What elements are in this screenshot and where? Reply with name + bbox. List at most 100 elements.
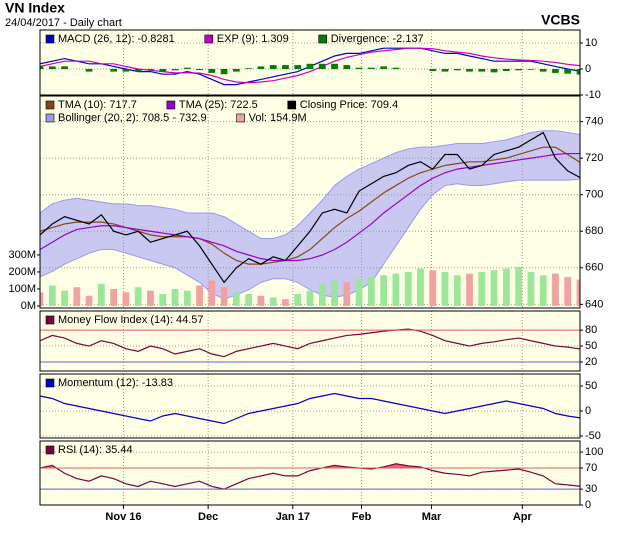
bar xyxy=(134,69,142,72)
bar xyxy=(40,292,44,306)
bar xyxy=(441,271,449,306)
panel-border xyxy=(39,373,581,439)
legend-swatch xyxy=(166,100,176,110)
panel-border xyxy=(39,310,581,372)
bar xyxy=(220,287,228,306)
bar xyxy=(85,295,93,306)
bar xyxy=(466,69,473,72)
panel-border xyxy=(39,95,581,309)
y2-tick-label: 0M xyxy=(21,300,36,312)
bollinger-lower xyxy=(40,178,580,300)
bar xyxy=(183,290,191,306)
plot-area xyxy=(40,374,580,438)
legend-label: TMA (10): 717.7 xyxy=(58,99,137,111)
bar xyxy=(159,69,167,72)
chart-title: VN Index xyxy=(5,0,65,16)
legend-swatch xyxy=(204,34,214,44)
bar xyxy=(539,275,547,306)
bar xyxy=(380,66,388,69)
bar xyxy=(367,67,375,69)
y-tick-label: 740 xyxy=(585,115,603,127)
chart-subtitle: 24/04/2017 - Daily chart xyxy=(5,17,122,29)
bar xyxy=(343,282,351,306)
bar xyxy=(196,285,203,306)
bar xyxy=(564,69,572,74)
y-tick-label: 680 xyxy=(585,225,603,237)
series-line xyxy=(40,328,580,358)
bar xyxy=(171,69,179,71)
series-line xyxy=(40,152,580,262)
legend-label: Momentum (12): -13.83 xyxy=(58,377,173,389)
legend-swatch xyxy=(45,113,55,123)
brand: VCBS xyxy=(541,12,580,28)
legend-swatch xyxy=(287,100,297,110)
plot-area xyxy=(40,96,580,308)
bar xyxy=(85,69,93,72)
bar xyxy=(110,69,118,72)
bar xyxy=(539,69,547,72)
bar xyxy=(367,277,375,306)
y-tick-label: -10 xyxy=(585,89,601,101)
bar xyxy=(552,273,559,306)
y-tick-label: -50 xyxy=(585,430,601,442)
x-tick-label: Nov 16 xyxy=(105,511,141,523)
x-tick-label: Mar xyxy=(422,511,442,523)
bar xyxy=(417,268,424,306)
bar xyxy=(453,275,461,306)
bar xyxy=(269,297,277,306)
bar xyxy=(576,69,580,75)
y-tick-label: 80 xyxy=(585,324,597,336)
bar xyxy=(232,292,240,306)
bar xyxy=(147,69,154,71)
y-tick-label: 70 xyxy=(585,462,597,474)
bar xyxy=(527,69,535,70)
plot-area xyxy=(40,30,580,95)
bar xyxy=(576,279,580,306)
bar xyxy=(245,68,253,69)
bar xyxy=(245,294,253,306)
bar xyxy=(183,67,191,69)
bar xyxy=(404,271,412,306)
bar xyxy=(257,66,265,69)
bar xyxy=(331,280,338,306)
panel-border xyxy=(39,440,581,506)
y-tick-label: 20 xyxy=(585,356,597,368)
bar xyxy=(232,69,240,72)
bar xyxy=(257,295,265,306)
legend-swatch xyxy=(45,445,55,455)
y-tick-label: 660 xyxy=(585,262,603,274)
bar xyxy=(61,290,68,306)
bar xyxy=(331,63,338,69)
bar xyxy=(294,294,302,306)
y-tick-label: 0 xyxy=(585,63,591,75)
series-line xyxy=(40,392,580,425)
legend-label: TMA (25): 722.5 xyxy=(179,99,258,111)
bar xyxy=(564,277,572,306)
bar xyxy=(147,290,154,306)
bar xyxy=(122,292,130,306)
bar xyxy=(355,278,363,306)
legend-label: EXP (9): 1.309 xyxy=(217,33,289,45)
series-line xyxy=(40,47,580,84)
x-tick-label: Feb xyxy=(352,511,372,523)
bar xyxy=(171,288,179,306)
x-tick-label: Dec xyxy=(198,511,218,523)
legend-label: RSI (14): 35.44 xyxy=(58,444,133,456)
bar xyxy=(343,65,351,69)
bar xyxy=(478,69,486,72)
bar xyxy=(453,69,461,71)
panel-background xyxy=(40,30,580,95)
legend-label: Closing Price: 709.4 xyxy=(300,99,398,111)
panel-background xyxy=(40,374,580,438)
bar xyxy=(282,299,289,306)
y-tick-label: 30 xyxy=(585,483,597,495)
series-line xyxy=(40,131,580,284)
bollinger-upper xyxy=(40,130,580,240)
y-tick-label: 50 xyxy=(585,340,597,352)
bar xyxy=(196,69,203,71)
bar xyxy=(466,273,473,306)
bar xyxy=(110,288,118,306)
x-tick-label: Jan 17 xyxy=(276,511,310,523)
bar xyxy=(40,66,44,69)
bar xyxy=(355,67,363,69)
